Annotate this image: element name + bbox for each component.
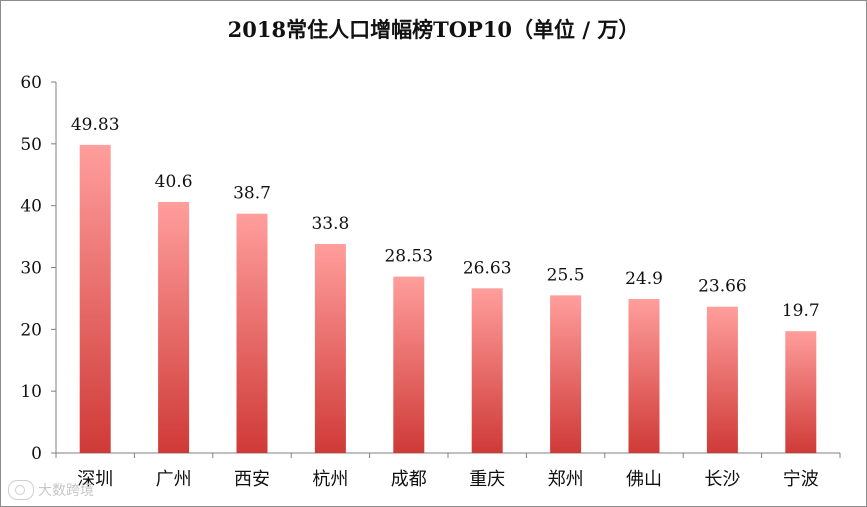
bar: [236, 213, 268, 453]
x-category-label: 长沙: [704, 469, 740, 490]
watermark: 大数跨境: [8, 480, 94, 500]
bar: [79, 144, 111, 453]
data-label: 23.66: [698, 277, 747, 297]
y-tick-label: 50: [20, 135, 42, 155]
x-category-label: 重庆: [469, 469, 505, 490]
data-label: 26.63: [463, 258, 512, 278]
x-category-label: 西安: [234, 469, 270, 490]
y-tick-label: 0: [31, 444, 42, 464]
data-label: 38.7: [233, 184, 271, 204]
y-tick-label: 20: [20, 320, 42, 340]
bar: [158, 201, 190, 453]
bar: [314, 244, 346, 453]
data-label: 33.8: [311, 214, 349, 234]
bar: [785, 331, 817, 453]
y-tick-label: 30: [20, 259, 42, 279]
watermark-text: 大数跨境: [38, 483, 94, 499]
y-tick-label: 10: [20, 382, 42, 402]
y-tick-label: 40: [20, 197, 42, 217]
data-label: 49.83: [71, 115, 120, 135]
x-category-label: 宁波: [783, 469, 819, 490]
watermark-logo-icon: [8, 480, 34, 500]
chart-title: 2018常住人口增幅榜TOP10（单位 / 万）: [227, 17, 640, 42]
bar: [471, 288, 503, 453]
data-label: 19.7: [782, 301, 820, 321]
y-tick-label: 60: [20, 73, 42, 93]
bar: [628, 299, 660, 453]
data-label: 28.53: [384, 247, 433, 267]
x-category-label: 佛山: [626, 469, 662, 490]
data-label: 40.6: [155, 172, 193, 192]
bar: [393, 276, 425, 453]
x-category-label: 深圳: [77, 469, 113, 490]
x-category-label: 广州: [156, 469, 192, 490]
data-label: 25.5: [547, 265, 585, 285]
x-category-label: 杭州: [312, 469, 348, 490]
bar: [706, 306, 738, 453]
x-category-label: 成都: [391, 469, 427, 490]
bar: [550, 295, 582, 453]
x-category-label: 郑州: [548, 469, 584, 490]
data-label: 24.9: [625, 269, 663, 289]
